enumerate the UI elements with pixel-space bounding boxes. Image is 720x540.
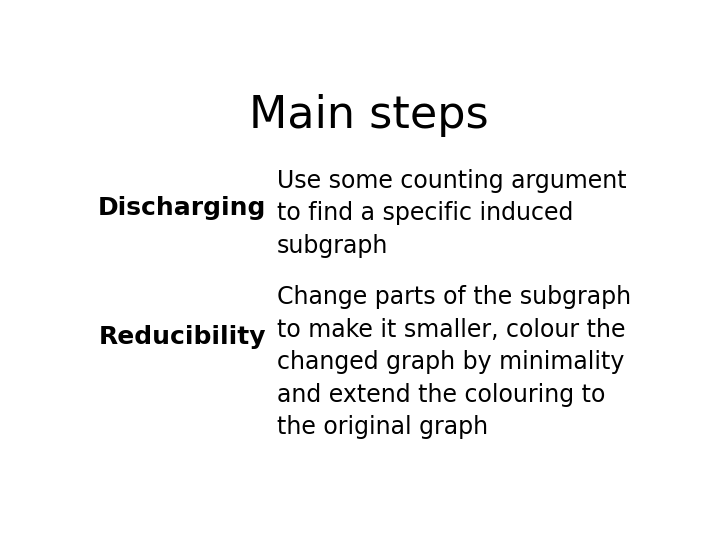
Text: Main steps: Main steps (249, 94, 489, 137)
Text: Reducibility: Reducibility (98, 325, 266, 349)
Text: Use some counting argument
to find a specific induced
subgraph: Use some counting argument to find a spe… (277, 168, 626, 258)
Text: Change parts of the subgraph
to make it smaller, colour the
changed graph by min: Change parts of the subgraph to make it … (277, 285, 631, 440)
Text: Discharging: Discharging (97, 196, 266, 220)
